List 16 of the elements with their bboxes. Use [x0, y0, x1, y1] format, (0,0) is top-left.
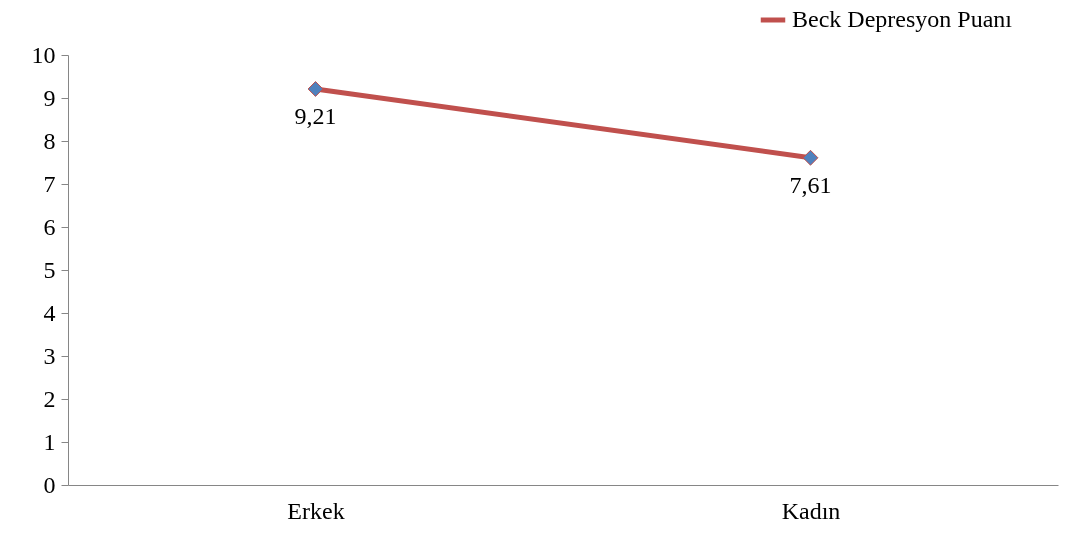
y-tick-label: 1 [43, 428, 56, 455]
y-tick-label: 4 [43, 299, 56, 326]
data-label: 9,21 [294, 102, 337, 129]
legend-label: Beck Depresyon Puanı [792, 6, 1013, 32]
y-tick-label: 6 [43, 213, 56, 240]
y-tick-label: 2 [43, 385, 56, 412]
y-tick-label: 10 [31, 41, 56, 68]
y-tick-label: 5 [43, 256, 56, 283]
y-tick-label: 9 [43, 84, 56, 111]
x-tick-label: Kadın [781, 497, 841, 524]
data-label: 7,61 [789, 171, 832, 198]
x-tick-label: Erkek [287, 497, 345, 524]
y-tick-label: 0 [43, 471, 56, 498]
y-tick-label: 3 [43, 342, 56, 369]
y-tick-label: 7 [43, 170, 56, 197]
y-tick-label: 8 [43, 127, 56, 154]
